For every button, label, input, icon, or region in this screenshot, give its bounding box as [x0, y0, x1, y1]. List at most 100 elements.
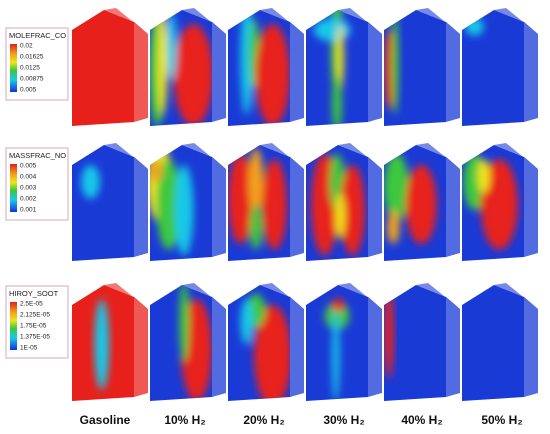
- field-blob: [81, 164, 100, 199]
- legend-tick-label: 2.125E-05: [20, 312, 50, 319]
- field-blob: [150, 159, 163, 182]
- side-face: [524, 22, 538, 122]
- field-blob: [248, 148, 264, 216]
- side-face: [290, 157, 304, 257]
- side-face: [290, 22, 304, 122]
- contour-view: [72, 8, 148, 126]
- field: [462, 145, 524, 261]
- roof: [416, 8, 460, 34]
- field-blobs: [150, 13, 212, 126]
- legend-tick-label: 0.004: [20, 174, 37, 181]
- roof: [182, 143, 226, 169]
- field-blob: [336, 24, 344, 93]
- roof: [416, 283, 460, 309]
- legend-tick-label: 1.75E-05: [20, 323, 47, 330]
- field-blob: [465, 17, 484, 36]
- field-blobs: [463, 153, 518, 250]
- contour-view: [150, 143, 226, 261]
- field: [462, 285, 524, 401]
- field-blob: [387, 210, 400, 245]
- field-blobs: [81, 164, 100, 199]
- legend-tick-label: 0.02: [20, 43, 33, 50]
- field: [306, 285, 368, 401]
- field-blob: [179, 285, 190, 362]
- roof: [416, 143, 460, 169]
- field-blobs: [465, 17, 484, 36]
- legend-tick-label: 0.005: [20, 163, 37, 170]
- field-blobs: [240, 10, 290, 126]
- field-blob: [384, 153, 409, 222]
- field: [228, 10, 290, 126]
- field-blob: [157, 13, 168, 115]
- roof: [104, 8, 148, 34]
- field: [306, 145, 368, 261]
- field: [228, 285, 290, 401]
- legend-title: HIROY_SOOT: [9, 289, 59, 298]
- field-blob: [332, 298, 345, 312]
- field-blob: [249, 204, 263, 250]
- field-blobs: [240, 293, 290, 401]
- field-blobs: [179, 285, 212, 401]
- column-label: Gasoline: [80, 413, 131, 427]
- contour-view: [150, 8, 226, 126]
- legend-tick-label: 0.005: [20, 87, 37, 94]
- field-blob: [335, 193, 346, 239]
- contour-view: [384, 8, 460, 126]
- field-blob: [173, 24, 212, 126]
- field-blob: [384, 29, 394, 110]
- side-face: [134, 157, 148, 257]
- side-face: [134, 297, 148, 397]
- side-face: [212, 297, 226, 397]
- legend-tick-label: 0.01625: [20, 54, 44, 61]
- field-blob: [156, 159, 182, 250]
- field: [384, 145, 446, 261]
- roof: [260, 8, 304, 34]
- roof: [338, 8, 382, 34]
- legend-tick-label: 0.001: [20, 207, 37, 214]
- field-base: [384, 285, 446, 401]
- contour-view: [228, 283, 304, 401]
- roof: [182, 8, 226, 34]
- field-blob: [255, 24, 290, 126]
- contour-view: [384, 283, 460, 401]
- colorbar: [10, 302, 17, 350]
- field-blobs: [324, 298, 350, 401]
- contour-view: [72, 143, 148, 261]
- field: [150, 10, 212, 126]
- field-blobs: [228, 148, 287, 250]
- field-blob: [262, 159, 287, 250]
- side-face: [446, 22, 460, 122]
- contour-view: [228, 8, 304, 126]
- legend-title: MOLEFRAC_CO: [9, 31, 66, 40]
- field-blobs: [384, 288, 394, 379]
- side-face: [368, 297, 382, 397]
- field: [462, 10, 524, 126]
- legend-tick-label: 1.375E-05: [20, 334, 50, 341]
- side-face: [212, 157, 226, 257]
- field-blob: [228, 153, 253, 245]
- field-blob: [480, 159, 518, 250]
- legend-tick-label: 0.002: [20, 196, 37, 203]
- legend-tick-label: 0.003: [20, 185, 37, 192]
- side-face: [134, 22, 148, 122]
- contour-view: [462, 143, 538, 261]
- field-blob: [240, 299, 253, 345]
- contour-view: [462, 8, 538, 126]
- column-label: 40% H₂: [401, 413, 442, 427]
- field-blobs: [310, 153, 365, 256]
- field-blob: [94, 299, 110, 390]
- legend-tick-label: 1E-05: [20, 345, 38, 352]
- side-face: [368, 157, 382, 257]
- field-base: [72, 145, 134, 261]
- colorbar: [10, 44, 17, 92]
- field-blobs: [384, 153, 437, 245]
- contour-view: [72, 283, 148, 401]
- colorbar: [10, 164, 17, 212]
- column-label: 20% H₂: [243, 413, 284, 427]
- contour-view: [462, 283, 538, 401]
- roof: [260, 143, 304, 169]
- field: [228, 145, 290, 261]
- roof: [494, 283, 538, 309]
- field-base: [72, 10, 134, 126]
- roof: [338, 283, 382, 309]
